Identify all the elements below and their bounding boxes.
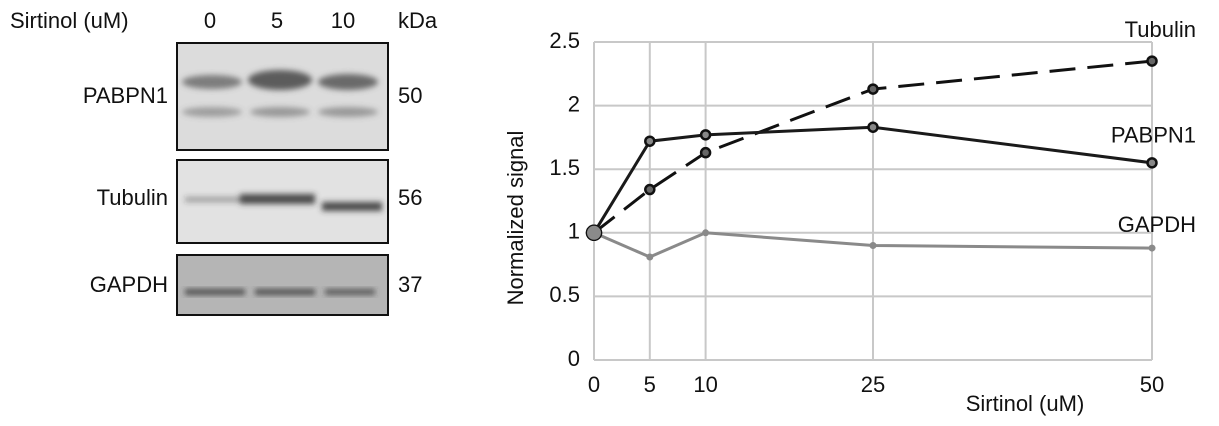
y-tick-label: 0: [568, 346, 580, 371]
protein-label: GAPDH: [90, 272, 168, 297]
lane-label: 0: [204, 8, 216, 33]
x-tick-label: 10: [693, 372, 717, 397]
kda-header: kDa: [398, 8, 438, 33]
y-tick-label: 1.5: [549, 155, 580, 180]
x-tick-label: 50: [1140, 372, 1164, 397]
data-point: [645, 185, 654, 194]
data-point: [1148, 158, 1157, 167]
lane-label: 5: [271, 8, 283, 33]
x-tick-label: 25: [861, 372, 885, 397]
kda-label: 37: [398, 272, 422, 297]
protein-label: PABPN1: [83, 83, 168, 108]
kda-label: 56: [398, 185, 422, 210]
blot-panel: [177, 43, 388, 150]
blot-header: Sirtinol (uM): [10, 8, 129, 33]
data-point: [702, 229, 709, 236]
data-point: [646, 253, 653, 260]
data-point: [870, 242, 877, 249]
y-tick-label: 1: [568, 219, 580, 244]
blot-panel: [177, 255, 388, 315]
blot-panel: [177, 160, 388, 243]
series-label: Tubulin: [1125, 17, 1196, 42]
y-axis-label: Normalized signal: [503, 131, 528, 306]
x-tick-label: 0: [588, 372, 600, 397]
y-tick-label: 0.5: [549, 282, 580, 307]
x-tick-label: 5: [644, 372, 656, 397]
data-point: [701, 148, 710, 157]
kda-label: 50: [398, 83, 422, 108]
x-axis-label: Sirtinol (uM): [966, 391, 1085, 416]
y-tick-label: 2: [568, 91, 580, 116]
data-point: [587, 226, 601, 240]
lane-label: 10: [331, 8, 355, 33]
y-tick-label: 2.5: [549, 28, 580, 53]
line-chart: Sirtinol (uM) Normalized signal 0 0.5 1 1.5…: [503, 17, 1196, 416]
data-point: [869, 123, 878, 132]
data-point: [869, 85, 878, 94]
data-point: [1149, 245, 1156, 252]
series-label: PABPN1: [1111, 123, 1196, 148]
data-point: [1148, 57, 1157, 66]
figure: Sirtinol (uM) 0 5 10 kDa PABPN1 50 T: [0, 0, 1219, 421]
data-point: [701, 130, 710, 139]
series-label: GAPDH: [1118, 212, 1196, 237]
data-point: [645, 137, 654, 146]
protein-label: Tubulin: [97, 185, 168, 210]
